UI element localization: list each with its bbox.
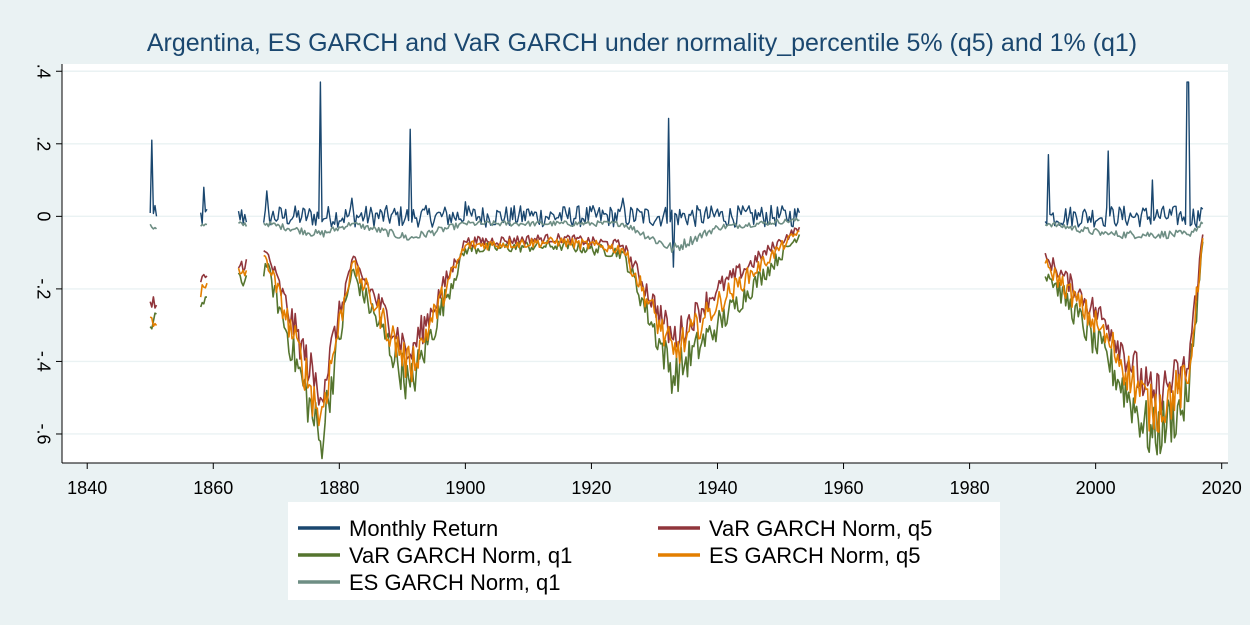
legend-box — [288, 502, 1000, 600]
y-tick-label-0: -.6 — [33, 423, 53, 444]
y-tick-label-3: 0 — [33, 211, 53, 221]
x-tick-label-9: 2020 — [1202, 478, 1242, 498]
legend-label-0: Monthly Return — [349, 516, 498, 541]
x-tick-label-4: 1920 — [571, 478, 611, 498]
series-line-3-segment-2 — [237, 267, 248, 277]
axes: -.6 -.4 -.2 0 .2 .4 1840 1860 1880 1900 1920 1940 19… — [33, 64, 1241, 498]
y-tick-label-4: .2 — [33, 136, 53, 151]
series-line-4-segment-4 — [1044, 221, 1204, 240]
legend-label-3: ES GARCH Norm, q5 — [709, 543, 921, 568]
series-line-1-segment-0 — [149, 296, 158, 309]
plot-background — [62, 64, 1228, 463]
series-line-2-segment-0 — [149, 312, 157, 330]
legend: Monthly Return VaR GARCH Norm, q5 VaR GARC… — [298, 516, 932, 595]
series-group — [149, 81, 1204, 460]
x-tick-label-8: 2000 — [1076, 478, 1116, 498]
series-line-2-segment-2 — [237, 272, 248, 287]
series-line-4-segment-3 — [263, 217, 800, 253]
series-line-3-segment-4 — [1044, 238, 1204, 433]
series-line-3-segment-1 — [199, 282, 208, 298]
y-tick-label-1: -.4 — [33, 351, 53, 372]
series-line-1-segment-4 — [1044, 234, 1204, 415]
y-tick-label-5: .4 — [33, 64, 53, 79]
series-line-0-segment-1 — [200, 186, 208, 225]
series-line-4-segment-1 — [200, 223, 208, 227]
series-line-1-segment-1 — [199, 273, 208, 283]
x-tick-label-2: 1880 — [319, 478, 359, 498]
series-line-0-segment-0 — [149, 139, 158, 217]
chart-title: Argentina, ES GARCH and VaR GARCH under … — [147, 29, 1137, 57]
series-line-2-segment-4 — [1044, 241, 1204, 456]
gridlines — [62, 70, 1228, 435]
x-tick-label-6: 1960 — [824, 478, 864, 498]
x-tick-label-0: 1840 — [67, 478, 107, 498]
series-line-4-segment-2 — [237, 221, 248, 227]
series-line-1-segment-2 — [237, 259, 248, 273]
series-line-4-segment-0 — [149, 223, 158, 230]
x-tick-label-7: 1980 — [950, 478, 990, 498]
series-line-0-segment-3 — [263, 81, 801, 268]
y-tick-label-2: -.2 — [33, 278, 53, 299]
legend-label-2: VaR GARCH Norm, q1 — [349, 543, 572, 568]
x-tick-label-3: 1900 — [445, 478, 485, 498]
series-line-3-segment-0 — [149, 316, 158, 328]
x-tick-label-1: 1860 — [193, 478, 233, 498]
legend-label-4: ES GARCH Norm, q1 — [349, 570, 561, 595]
series-line-0-segment-4 — [1044, 81, 1204, 228]
series-line-3-segment-3 — [263, 230, 800, 427]
series-line-2-segment-1 — [199, 296, 207, 308]
series-line-2-segment-3 — [262, 234, 801, 460]
series-line-0-segment-2 — [237, 209, 248, 224]
legend-label-1: VaR GARCH Norm, q5 — [709, 516, 932, 541]
x-tick-label-5: 1940 — [697, 478, 737, 498]
